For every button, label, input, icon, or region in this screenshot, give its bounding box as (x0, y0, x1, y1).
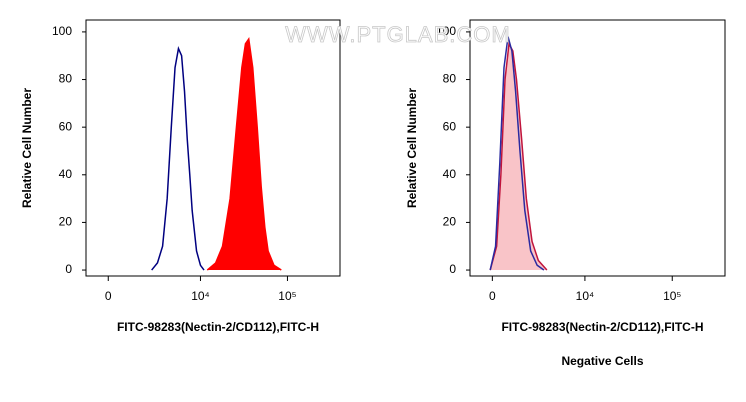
x-tick-label: 10⁴ (576, 289, 595, 303)
y-tick-label: 40 (59, 167, 73, 181)
histogram-line (151, 46, 205, 271)
x-tick-label: 10⁴ (191, 289, 210, 303)
plot-frame (85, 19, 341, 277)
histogram-line (489, 41, 548, 271)
subtitle: Negative Cells (561, 354, 643, 368)
x-tick-label: 10⁵ (663, 289, 681, 303)
y-tick-label: 80 (443, 72, 457, 86)
y-tick-label: 100 (436, 24, 456, 38)
watermark: WWW.PTGLAB.COM (285, 22, 510, 47)
histogram-line (489, 36, 545, 271)
y-tick-label: 0 (449, 262, 456, 276)
x-axis-label: FITC-98283(Nectin-2/CD112),FITC-H (501, 320, 703, 334)
y-tick-label: 100 (52, 24, 72, 38)
y-tick-label: 60 (443, 119, 457, 133)
x-tick-label: 0 (489, 289, 496, 303)
x-axis-label: FITC-98283(Nectin-2/CD112),FITC-H (117, 320, 319, 334)
y-axis-label: Relative Cell Number (405, 88, 419, 208)
plot-frame (469, 19, 726, 277)
x-tick-label: 0 (105, 289, 112, 303)
y-tick-label: 80 (59, 72, 73, 86)
histogram-line (206, 37, 282, 271)
y-tick-label: 60 (59, 119, 73, 133)
y-tick-label: 40 (443, 167, 457, 181)
y-tick-label: 0 (65, 262, 72, 276)
x-tick-label: 10⁵ (278, 289, 296, 303)
histogram-fill (490, 43, 547, 271)
y-tick-label: 20 (443, 215, 457, 229)
histogram-fill (207, 39, 282, 271)
y-axis-label: Relative Cell Number (20, 88, 34, 208)
y-tick-label: 20 (59, 215, 73, 229)
